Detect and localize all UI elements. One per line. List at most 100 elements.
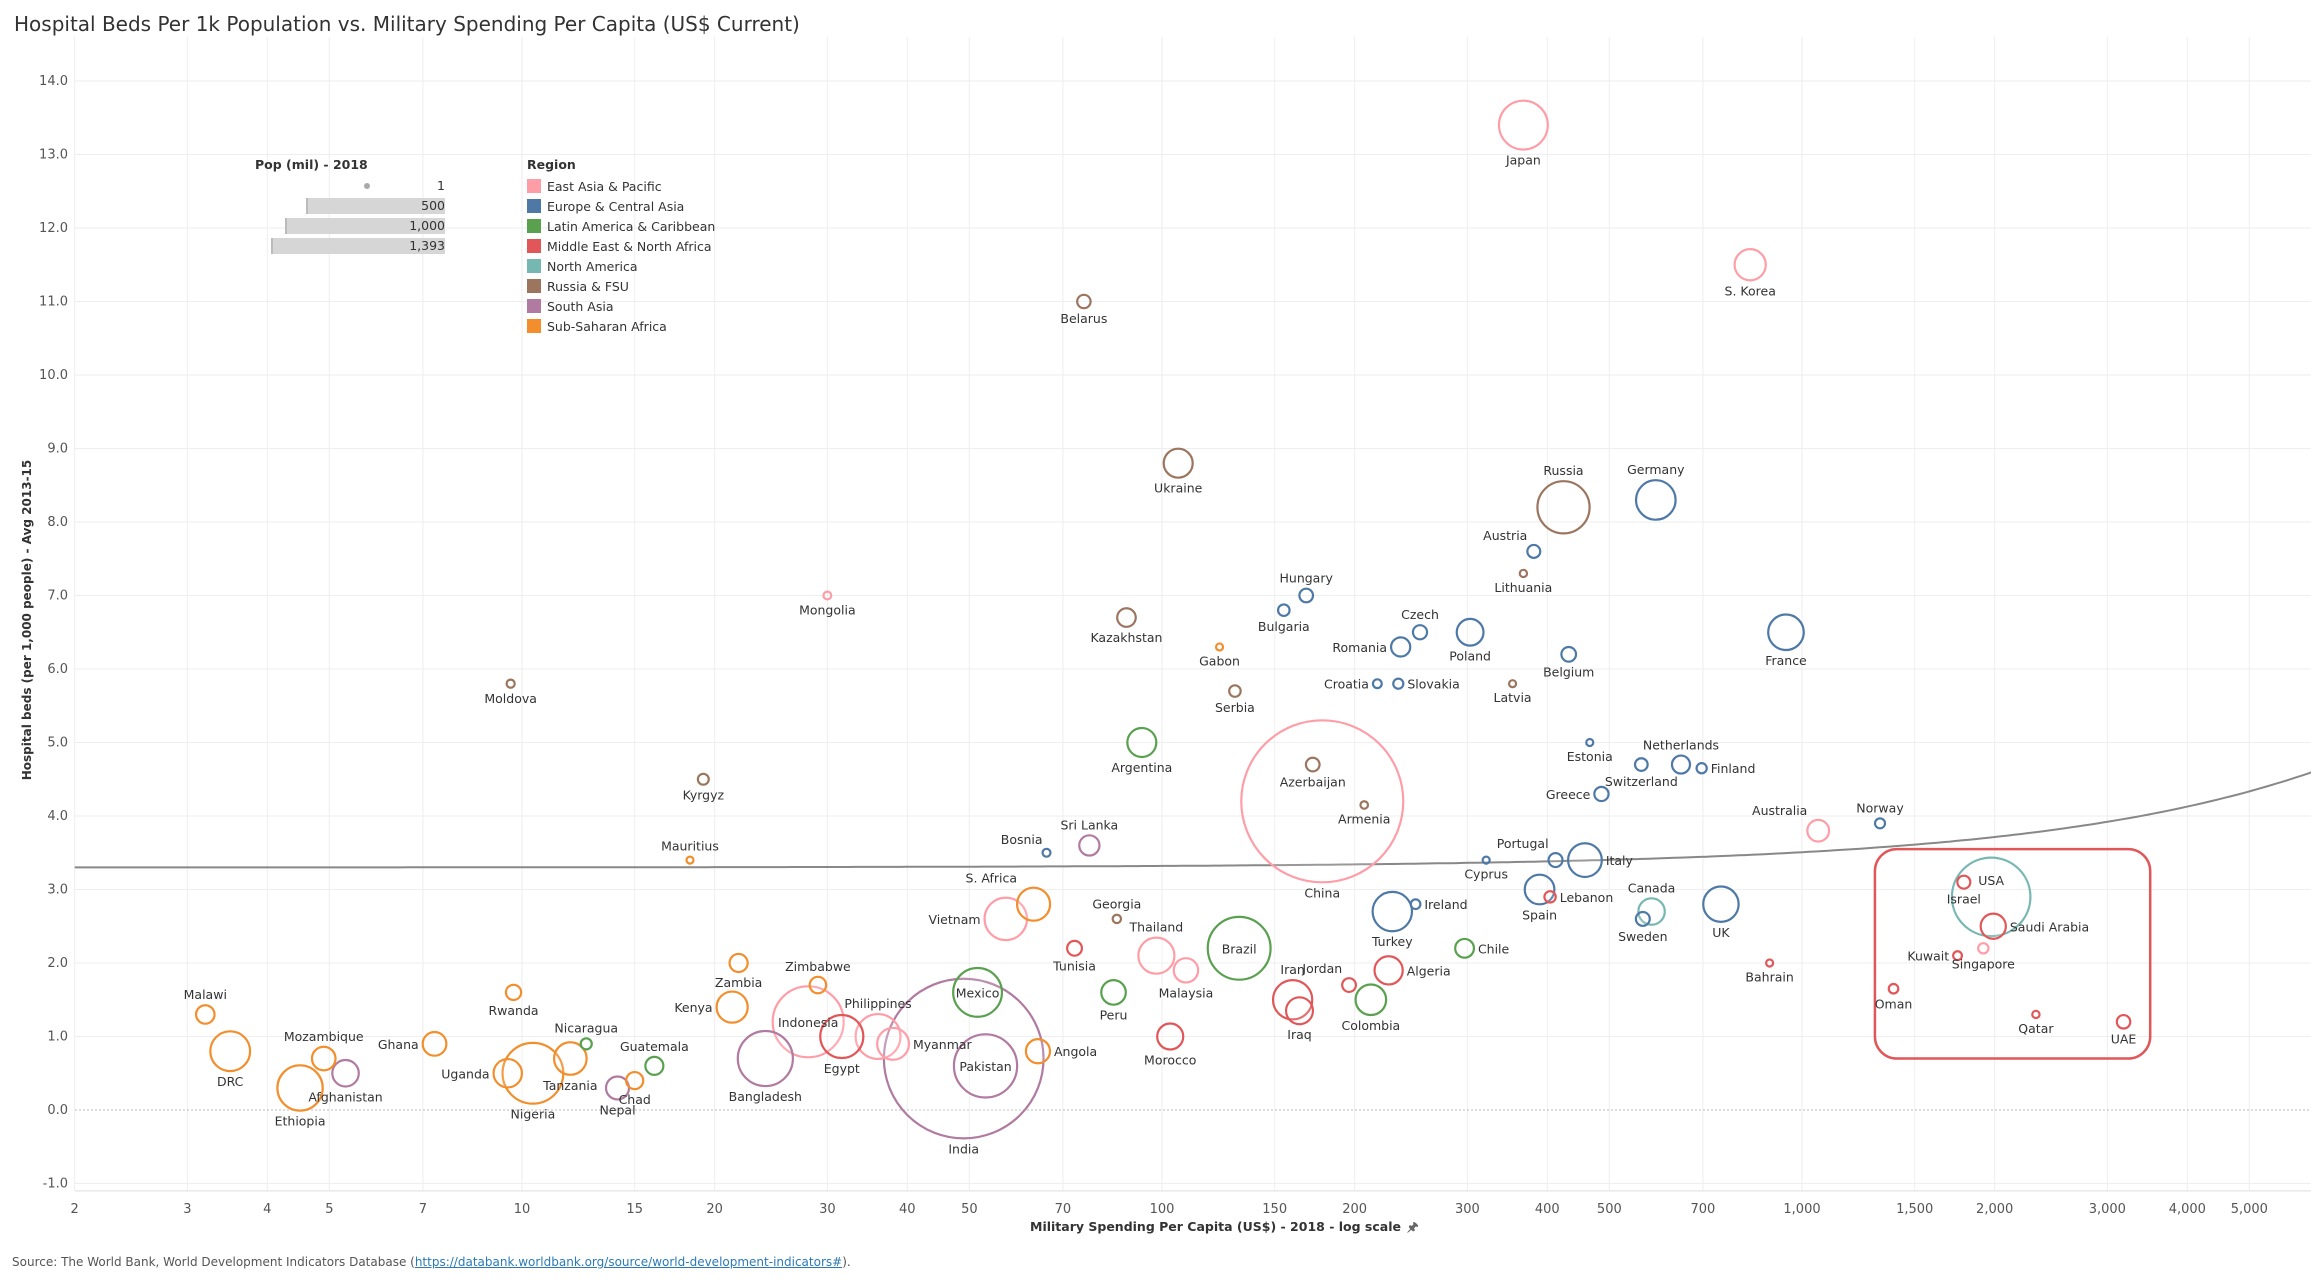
bubble[interactable] <box>1126 726 1158 759</box>
bubble[interactable] <box>1887 982 1900 995</box>
bubble[interactable] <box>1633 757 1649 772</box>
bubble[interactable] <box>1076 293 1092 310</box>
bubble[interactable] <box>1392 677 1405 690</box>
bubble[interactable] <box>1276 603 1291 618</box>
bubble[interactable] <box>1454 937 1476 959</box>
legend-item[interactable]: Russia & FSU <box>527 276 715 296</box>
bubble[interactable] <box>1341 977 1358 994</box>
bubble[interactable] <box>1950 856 2032 938</box>
bubble[interactable] <box>505 678 516 689</box>
bubble[interactable] <box>736 1029 794 1088</box>
bubble[interactable] <box>1526 543 1542 559</box>
bubble[interactable] <box>771 985 845 1059</box>
bubble[interactable] <box>728 952 749 974</box>
legend-item[interactable]: Europe & Central Asia <box>527 196 715 216</box>
bubble[interactable] <box>1977 942 1990 955</box>
bubble[interactable] <box>876 1026 911 1061</box>
bubble[interactable] <box>1389 636 1412 658</box>
bubble[interactable] <box>1214 642 1225 652</box>
bubble[interactable] <box>715 990 749 1024</box>
source-link[interactable]: https://databank.worldbank.org/source/wo… <box>414 1255 843 1269</box>
pin-icon[interactable]: 🖈 <box>1406 1219 1419 1234</box>
bubble[interactable] <box>1078 834 1101 857</box>
bubble[interactable] <box>331 1058 360 1088</box>
bubble[interactable] <box>1497 99 1549 151</box>
bubble[interactable] <box>696 772 710 786</box>
bubble[interactable] <box>1409 898 1422 911</box>
bubble[interactable] <box>685 855 695 865</box>
bubble[interactable] <box>808 975 828 995</box>
bubble[interactable] <box>1206 915 1272 981</box>
bubble[interactable] <box>952 1033 1019 1099</box>
bubble[interactable] <box>276 1064 324 1112</box>
bubble[interactable] <box>822 590 833 601</box>
bubble[interactable] <box>1634 910 1651 927</box>
bubble[interactable] <box>1354 983 1388 1017</box>
bubble[interactable] <box>492 1057 524 1089</box>
bubble[interactable] <box>1593 785 1610 803</box>
legend-item[interactable]: Sub-Saharan Africa <box>527 316 715 336</box>
bubble[interactable] <box>625 1070 645 1091</box>
bubble[interactable] <box>504 983 523 1002</box>
bubble[interactable] <box>1304 756 1321 773</box>
bubble[interactable] <box>1695 762 1708 775</box>
bubble[interactable] <box>1240 719 1405 884</box>
legend-item[interactable]: Latin America & Caribbean <box>527 216 715 236</box>
bubble[interactable] <box>1952 950 1964 962</box>
bubble[interactable] <box>1873 817 1887 830</box>
bubble[interactable] <box>2115 1013 2132 1030</box>
bubble[interactable] <box>1507 679 1518 689</box>
bubble[interactable] <box>1566 842 1603 879</box>
bubble[interactable] <box>1024 1038 1052 1065</box>
bubble[interactable] <box>1116 607 1137 628</box>
bubble[interactable] <box>644 1055 665 1077</box>
legend-item[interactable]: North America <box>527 256 715 276</box>
bubble[interactable] <box>1979 912 2007 940</box>
bubble[interactable] <box>1637 897 1666 926</box>
bubble[interactable] <box>1228 684 1242 698</box>
bubble[interactable] <box>1518 568 1529 579</box>
bubble[interactable] <box>1137 936 1176 975</box>
bubble[interactable] <box>1634 479 1677 521</box>
bubble[interactable] <box>1100 979 1127 1006</box>
bubble[interactable] <box>1359 800 1370 810</box>
bubble[interactable] <box>1371 678 1383 690</box>
bubble[interactable] <box>1373 955 1404 986</box>
bubble[interactable] <box>1481 855 1491 865</box>
bubble[interactable] <box>1411 624 1429 641</box>
bubble[interactable] <box>1066 939 1084 957</box>
bubble[interactable] <box>1547 852 1564 869</box>
bubble[interactable] <box>1543 890 1557 904</box>
bubble[interactable] <box>1670 754 1692 775</box>
bubble[interactable] <box>952 966 1004 1018</box>
bubble[interactable] <box>1298 587 1315 604</box>
legend-item[interactable]: Middle East & North Africa <box>527 236 715 256</box>
bubble[interactable] <box>1806 818 1831 843</box>
bubble[interactable] <box>1560 645 1578 663</box>
bubble[interactable] <box>310 1045 337 1072</box>
legend-item[interactable]: South Asia <box>527 296 715 316</box>
bubble[interactable] <box>1041 847 1052 858</box>
legend-item[interactable]: East Asia & Pacific <box>527 176 715 196</box>
bubble[interactable] <box>1015 886 1052 922</box>
bubble[interactable] <box>1733 248 1767 282</box>
bubble[interactable] <box>1585 737 1595 748</box>
bubble[interactable] <box>1172 957 1200 984</box>
bubble[interactable] <box>819 1013 865 1060</box>
bubble[interactable] <box>1284 996 1315 1026</box>
bubble[interactable] <box>1156 1022 1185 1051</box>
bubble[interactable] <box>1371 890 1414 933</box>
bubble[interactable] <box>552 1041 588 1076</box>
bubble[interactable] <box>1956 874 1972 890</box>
bubble[interactable] <box>421 1030 448 1057</box>
bubble[interactable] <box>209 1030 252 1073</box>
bubble[interactable] <box>1702 885 1740 923</box>
bubble[interactable] <box>1536 480 1591 535</box>
bubble[interactable] <box>1455 617 1485 647</box>
bubble[interactable] <box>1523 873 1556 906</box>
bubble[interactable] <box>194 1004 216 1025</box>
bubble[interactable] <box>1162 447 1194 479</box>
bubble[interactable] <box>1767 613 1805 652</box>
bubble[interactable] <box>579 1037 593 1051</box>
bubble[interactable] <box>2031 1009 2041 1020</box>
